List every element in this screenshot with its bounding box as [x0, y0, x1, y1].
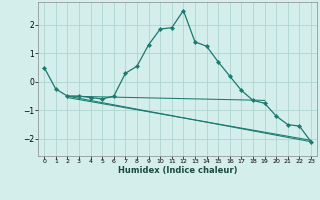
- X-axis label: Humidex (Indice chaleur): Humidex (Indice chaleur): [118, 166, 237, 175]
